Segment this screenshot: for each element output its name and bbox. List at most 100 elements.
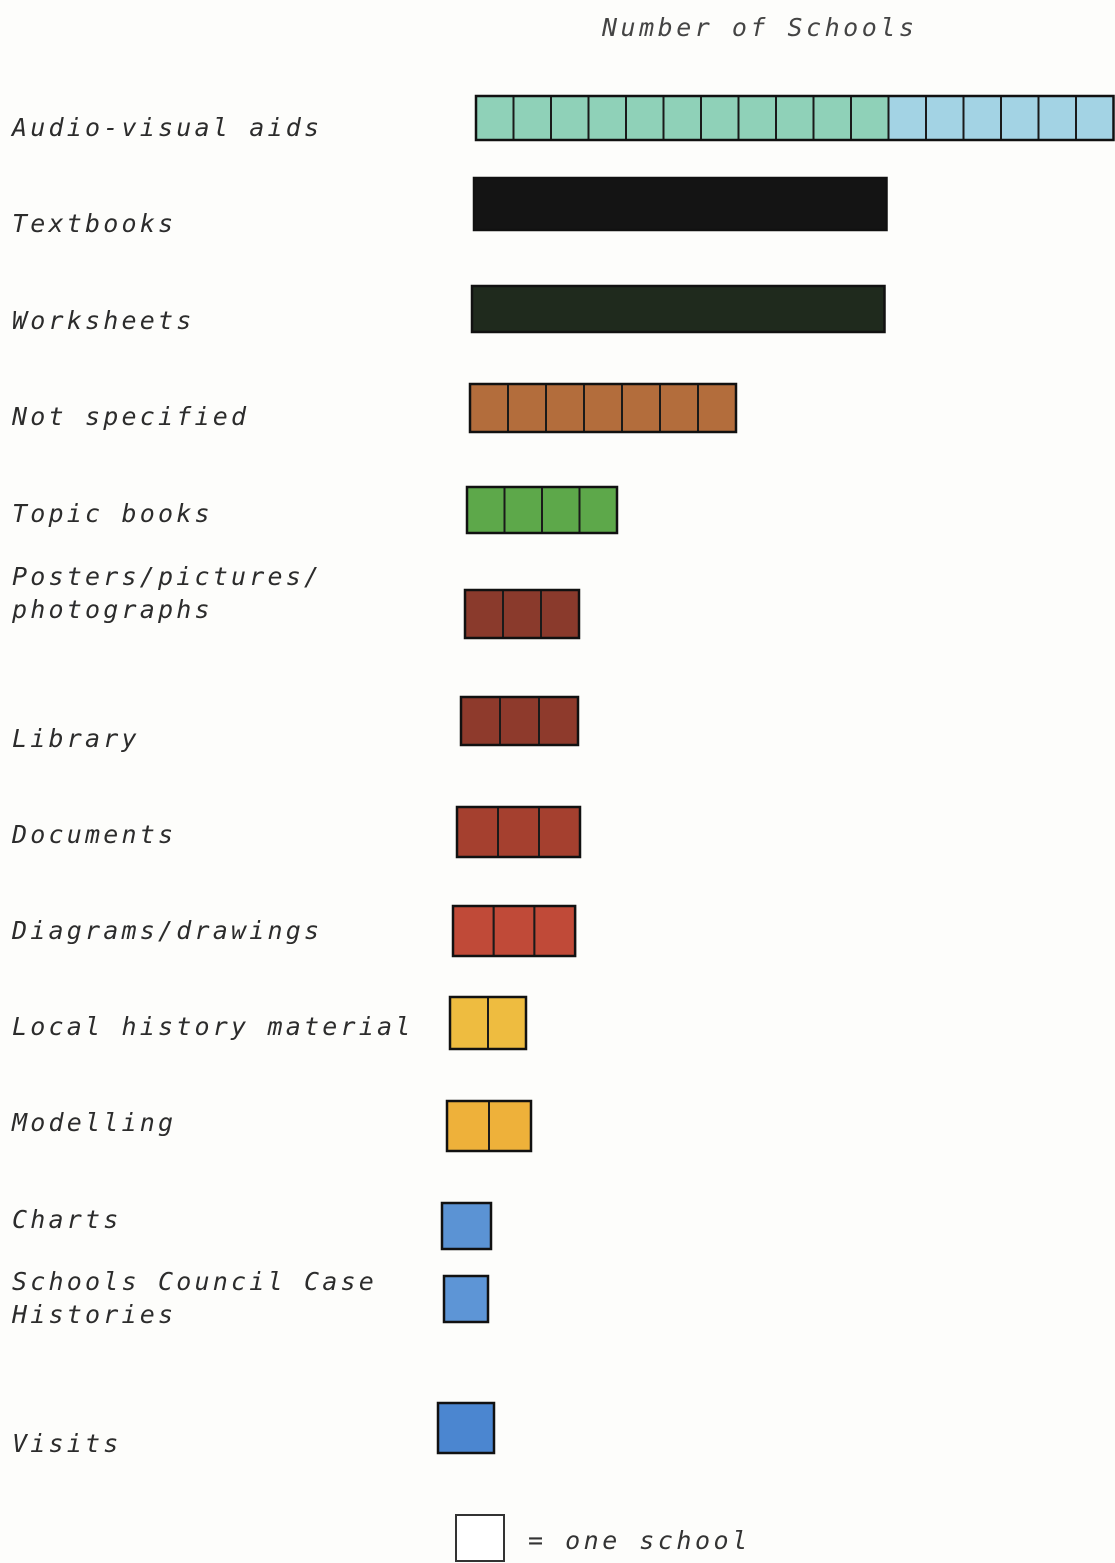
- category-label-posters-pictures-photographs: Posters/pictures/photographs: [11, 562, 322, 624]
- bar-unit: [700, 95, 740, 141]
- bar-unit: [809, 286, 847, 332]
- bar-unit: [502, 589, 542, 639]
- category-label-textbooks: Textbooks: [12, 209, 176, 238]
- bar-topic-books: [465, 485, 619, 535]
- bar-unit: [1075, 95, 1115, 141]
- bar-unit: [441, 1202, 492, 1250]
- category-label-library: Library: [12, 724, 140, 753]
- category-label-line: Topic books: [12, 499, 213, 528]
- bar-unit: [497, 806, 540, 858]
- bar-local-history-material: [448, 995, 528, 1051]
- bar-documents: [455, 805, 582, 859]
- category-label-not-specified: Not specified: [11, 402, 249, 431]
- bar-unit: [538, 696, 579, 746]
- category-label-line: Textbooks: [12, 209, 176, 238]
- bar-unit: [460, 696, 501, 746]
- legend: = one school: [455, 1514, 751, 1562]
- bar-unit: [545, 383, 585, 433]
- bar-outline: [442, 1274, 490, 1324]
- bar-unit: [1037, 95, 1077, 141]
- bar-unit: [533, 905, 577, 957]
- bar-unit: [699, 178, 737, 230]
- bar-unit: [661, 178, 699, 230]
- bar-unit: [452, 905, 495, 957]
- bar-unit: [475, 95, 515, 141]
- bar-unit: [697, 383, 737, 433]
- bar-unit: [925, 95, 965, 141]
- bar-unit: [550, 95, 590, 141]
- bar-charts: [440, 1201, 493, 1251]
- category-label-line: Modelling: [11, 1108, 176, 1137]
- bar-outline: [445, 1099, 533, 1153]
- bar-audio-visual-aids: [474, 94, 1115, 142]
- category-label-topic-books: Topic books: [12, 499, 213, 528]
- bar-unit: [847, 286, 885, 332]
- bar-outline: [463, 588, 581, 640]
- category-label-line: Visits: [12, 1429, 122, 1458]
- bar-unit: [583, 383, 623, 433]
- bar-unit: [503, 486, 543, 534]
- category-label-line: Not specified: [11, 402, 249, 431]
- bar-outline: [470, 284, 886, 334]
- bar-unit: [586, 178, 624, 230]
- category-label-line: Library: [12, 724, 140, 753]
- chart-title: Number of Schools: [601, 13, 917, 42]
- bar-unit: [737, 95, 777, 141]
- bar-unit: [662, 95, 702, 141]
- bar-unit: [538, 806, 581, 858]
- bar-unit: [697, 286, 735, 332]
- category-label-line: Histories: [11, 1300, 176, 1329]
- bar-unit: [437, 1402, 495, 1454]
- bar-schools-council-case-histories: [442, 1274, 490, 1324]
- bar-worksheets: [470, 284, 886, 334]
- bar-unit: [734, 286, 772, 332]
- bar-unit: [659, 286, 697, 332]
- bar-unit: [488, 1100, 532, 1152]
- bar-modelling: [445, 1099, 533, 1153]
- category-label-line: Local history material: [12, 1012, 414, 1041]
- bar-unit: [775, 95, 815, 141]
- bar-unit: [540, 589, 580, 639]
- category-label-local-history-material: Local history material: [12, 1012, 414, 1041]
- category-label-visits: Visits: [12, 1429, 122, 1458]
- bar-unit: [466, 486, 506, 534]
- bar-unit: [774, 178, 812, 230]
- category-label-diagrams-drawings: Diagrams/drawings: [11, 916, 322, 945]
- legend-unit-label: = one school: [528, 1526, 751, 1555]
- category-label-schools-council-case-histories: Schools Council Case Histories: [11, 1267, 377, 1329]
- category-label-documents: Documents: [11, 820, 176, 849]
- bar-unit: [736, 178, 774, 230]
- bar-unit: [772, 286, 810, 332]
- bar-unit: [811, 178, 849, 230]
- bar-unit: [512, 95, 552, 141]
- bar-unit: [443, 1275, 489, 1323]
- bar-unit: [464, 589, 504, 639]
- category-label-modelling: Modelling: [11, 1108, 176, 1137]
- category-label-line: Diagrams/drawings: [11, 916, 322, 945]
- bar-unit: [549, 178, 587, 230]
- bar-outline: [459, 695, 580, 747]
- bar-unit: [472, 286, 510, 332]
- bar-unit: [499, 696, 540, 746]
- category-label-audio-visual-aids: Audio-visual aids: [10, 113, 322, 142]
- bar-outline: [465, 485, 619, 535]
- bar-unit: [850, 95, 890, 141]
- bar-library: [459, 695, 580, 747]
- category-label-worksheets: Worksheets: [12, 306, 195, 335]
- category-label-line: photographs: [11, 595, 213, 624]
- bar-unit: [511, 178, 549, 230]
- category-label-line: Schools Council Case: [12, 1267, 377, 1296]
- bar-diagrams-drawings: [451, 904, 577, 958]
- bars-group: [436, 94, 1115, 1455]
- bar-unit: [474, 178, 512, 230]
- bar-unit: [622, 286, 660, 332]
- bar-unit: [962, 95, 1002, 141]
- bar-outline: [436, 1401, 496, 1455]
- bar-unit: [507, 383, 547, 433]
- bar-outline: [440, 1201, 493, 1251]
- bar-outline: [448, 995, 528, 1051]
- bar-outline: [472, 176, 888, 232]
- bar-unit: [812, 95, 852, 141]
- bar-unit: [547, 286, 585, 332]
